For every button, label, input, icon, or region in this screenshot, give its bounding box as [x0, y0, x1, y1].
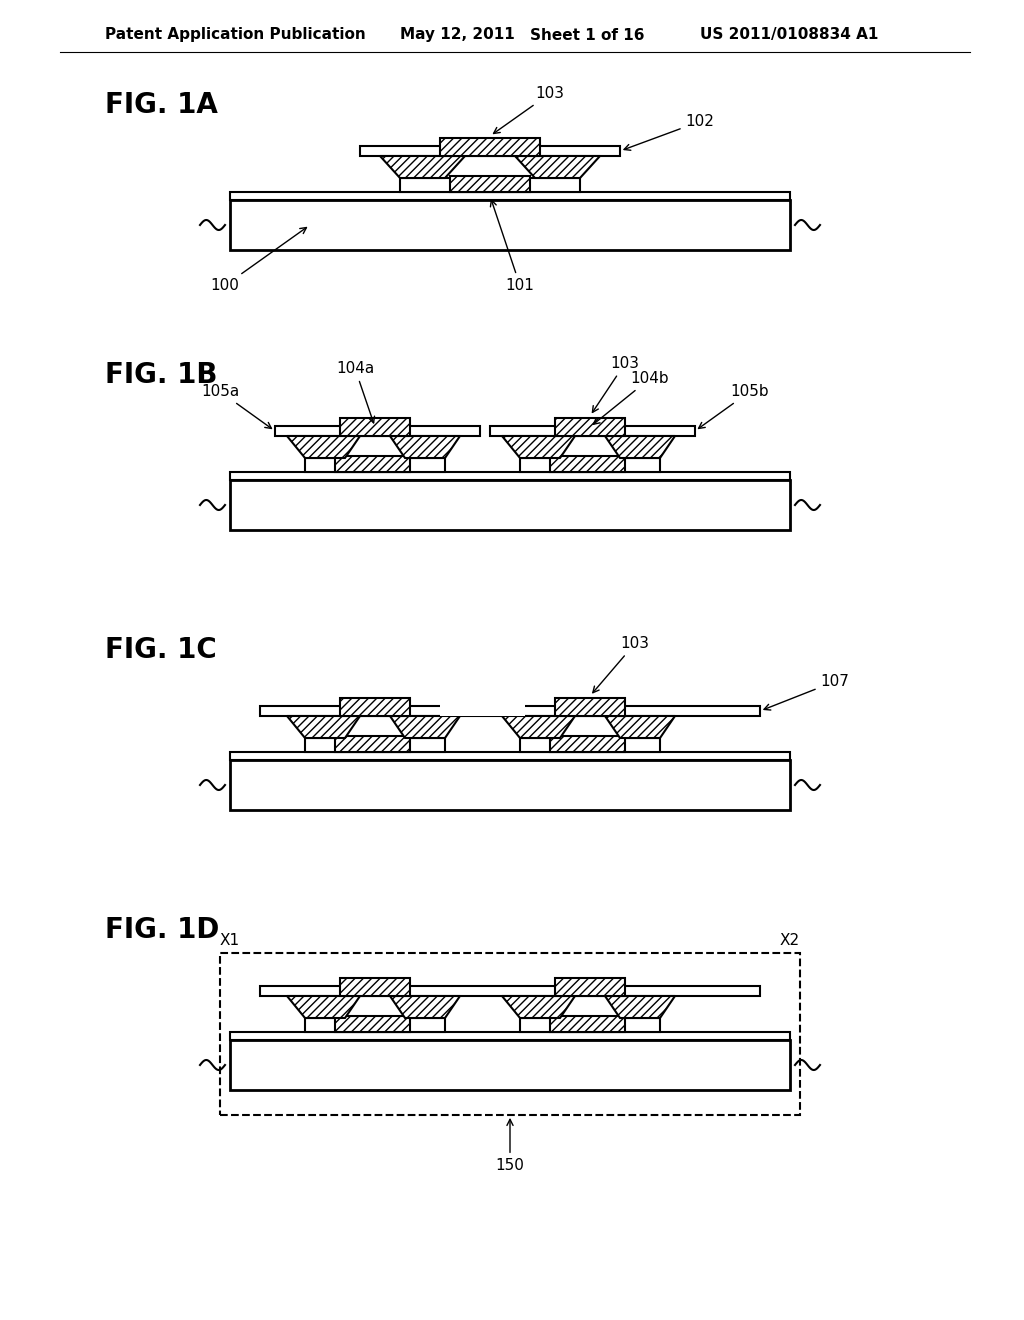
- Bar: [260, 706, 760, 715]
- Text: US 2011/0108834 A1: US 2011/0108834 A1: [700, 28, 879, 42]
- Text: X1: X1: [220, 933, 240, 948]
- Bar: [305, 458, 445, 473]
- Text: 103: 103: [593, 636, 649, 693]
- Text: 102: 102: [624, 114, 715, 150]
- Text: Patent Application Publication: Patent Application Publication: [105, 28, 366, 42]
- Text: 100: 100: [211, 227, 306, 293]
- Text: 103: 103: [593, 356, 640, 412]
- Text: FIG. 1D: FIG. 1D: [105, 916, 219, 944]
- Polygon shape: [605, 997, 675, 1018]
- Polygon shape: [390, 997, 460, 1018]
- Bar: [230, 1040, 790, 1090]
- Bar: [360, 147, 620, 156]
- Polygon shape: [287, 997, 360, 1018]
- Polygon shape: [605, 715, 675, 738]
- Bar: [550, 737, 625, 752]
- Bar: [520, 458, 660, 473]
- Text: 105a: 105a: [201, 384, 271, 429]
- Bar: [340, 698, 410, 715]
- Bar: [555, 698, 625, 715]
- Bar: [550, 455, 625, 473]
- Polygon shape: [502, 997, 575, 1018]
- Bar: [230, 480, 790, 531]
- Bar: [555, 418, 625, 436]
- Bar: [335, 455, 410, 473]
- Bar: [275, 426, 480, 436]
- Polygon shape: [287, 715, 360, 738]
- Text: FIG. 1B: FIG. 1B: [105, 360, 217, 389]
- Bar: [305, 738, 445, 752]
- Bar: [260, 986, 760, 997]
- Bar: [305, 1018, 445, 1032]
- Polygon shape: [390, 436, 460, 458]
- Text: 104b: 104b: [593, 371, 670, 424]
- Text: 103: 103: [494, 86, 564, 133]
- Polygon shape: [502, 436, 575, 458]
- Bar: [335, 737, 410, 752]
- Bar: [230, 473, 790, 480]
- Bar: [440, 701, 525, 715]
- Bar: [220, 953, 800, 1115]
- Text: 150: 150: [496, 1119, 524, 1173]
- Text: 104a: 104a: [336, 360, 375, 422]
- Bar: [230, 201, 790, 249]
- Bar: [340, 418, 410, 436]
- Polygon shape: [380, 156, 465, 178]
- Text: FIG. 1C: FIG. 1C: [105, 636, 217, 664]
- Bar: [550, 1016, 625, 1032]
- Bar: [520, 1018, 660, 1032]
- Bar: [230, 752, 790, 760]
- Text: Sheet 1 of 16: Sheet 1 of 16: [530, 28, 644, 42]
- Text: X2: X2: [780, 933, 800, 948]
- Bar: [440, 139, 540, 156]
- Polygon shape: [515, 156, 600, 178]
- Bar: [230, 1032, 790, 1040]
- Polygon shape: [502, 715, 575, 738]
- Text: 101: 101: [490, 201, 535, 293]
- Bar: [555, 978, 625, 997]
- Polygon shape: [605, 436, 675, 458]
- Polygon shape: [287, 436, 360, 458]
- Bar: [520, 738, 660, 752]
- Text: May 12, 2011: May 12, 2011: [400, 28, 515, 42]
- Polygon shape: [390, 715, 460, 738]
- Bar: [400, 178, 580, 191]
- Bar: [490, 426, 695, 436]
- Text: FIG. 1A: FIG. 1A: [105, 91, 218, 119]
- Bar: [340, 978, 410, 997]
- Text: 105b: 105b: [698, 384, 769, 429]
- Bar: [450, 176, 530, 191]
- Bar: [230, 760, 790, 810]
- Bar: [335, 1016, 410, 1032]
- Bar: [230, 191, 790, 201]
- Text: 107: 107: [764, 675, 850, 710]
